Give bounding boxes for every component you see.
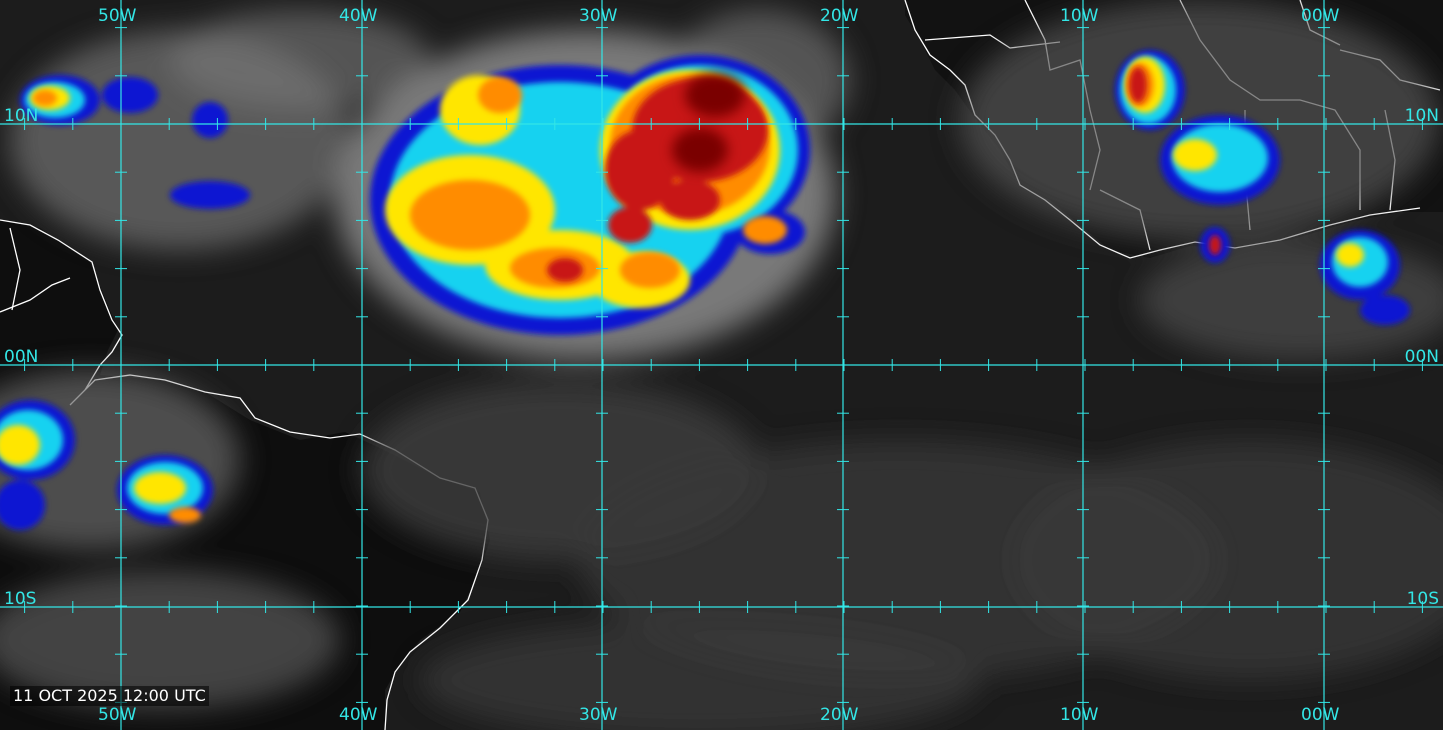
lat-label-right: 00N xyxy=(1404,347,1439,367)
lon-label-top: 20W xyxy=(820,6,859,26)
lat-label-left: 10N xyxy=(4,106,39,126)
lon-label-top: 50W xyxy=(98,6,137,26)
lon-label-bottom: 30W xyxy=(579,705,618,725)
lat-label-left: 10S xyxy=(4,589,37,609)
lon-label-bottom: 20W xyxy=(820,705,859,725)
lat-label-left: 00N xyxy=(4,347,39,367)
lon-label-top: 30W xyxy=(579,6,618,26)
lon-label-bottom: 50W xyxy=(98,705,137,725)
lon-label-bottom: 10W xyxy=(1060,705,1099,725)
convection-darkred-core xyxy=(672,73,745,172)
grid-ticks xyxy=(24,27,1423,703)
lon-label-top: 10W xyxy=(1060,6,1099,26)
lon-label-bottom: 00W xyxy=(1301,705,1340,725)
timestamp-label: 11 OCT 2025 12:00 UTC xyxy=(10,686,209,706)
lon-label-bottom: 40W xyxy=(339,705,378,725)
lon-label-top: 40W xyxy=(339,6,378,26)
lon-label-top: 00W xyxy=(1301,6,1340,26)
lat-label-right: 10S xyxy=(1406,589,1439,609)
lat-label-right: 10N xyxy=(1404,106,1439,126)
